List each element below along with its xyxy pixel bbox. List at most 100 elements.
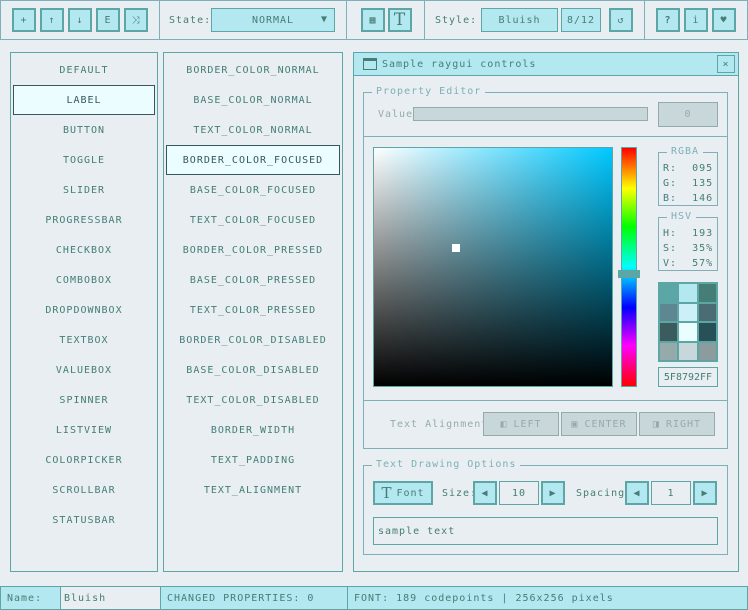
list-item[interactable]: TEXT_PADDING [210,454,296,466]
value-slider[interactable] [413,107,648,121]
text-drawing-options-group: Text Drawing Options [363,459,728,555]
list-item[interactable]: SPINNER [59,394,109,406]
hue-slider-handle[interactable] [618,270,640,278]
list-item[interactable]: TEXT_COLOR_DISABLED [186,394,320,406]
list-item[interactable]: PROGRESSBAR [45,214,123,226]
state-dropdown[interactable]: NORMAL ▼ [211,8,335,32]
list-item[interactable]: STATUSBAR [52,514,116,526]
spacing-label: Spacing: [576,487,633,499]
info-icon: i [692,14,700,26]
list-item[interactable]: VALUEBOX [55,364,113,376]
list-item[interactable]: TEXT_ALIGNMENT [203,484,303,496]
value-label: Value: [378,108,421,120]
style-index[interactable]: 8/12 [561,8,601,32]
align-right-icon: ◨ [652,418,660,430]
controls-listview[interactable]: DEFAULT LABEL BUTTON TOGGLE SLIDER PROGRESSBA… [10,52,158,572]
sample-window: Sample raygui controls × [353,52,739,572]
heart-icon: ♥ [720,14,728,26]
file-open-button[interactable]: ↑ [40,8,64,32]
list-item[interactable]: BASE_COLOR_PRESSED [189,274,317,286]
list-item[interactable]: COLORPICKER [45,454,123,466]
list-item[interactable]: LISTVIEW [55,424,113,436]
list-item[interactable]: TEXT_COLOR_PRESSED [189,304,317,316]
properties-listview[interactable]: BORDER_COLOR_NORMAL BASE_COLOR_NORMAL TEXT… [163,52,343,572]
divider [159,0,160,40]
r-value: 095 [692,163,714,174]
align-right-button[interactable]: ◨ RIGHT [639,412,715,436]
size-increase-button[interactable]: ▶ [541,481,565,505]
grid-toggle-button[interactable]: ▦ [361,8,385,32]
list-item[interactable]: BORDER_COLOR_NORMAL [186,64,320,76]
list-item[interactable]: BORDER_WIDTH [210,424,296,436]
sample-text-value: sample text [378,525,456,537]
status-changed-properties: CHANGED PROPERTIES: 0 [160,586,348,610]
spacing-value: 1 [667,487,675,499]
color-picker-panel[interactable] [373,147,613,387]
font-toggle-button[interactable]: T [388,8,412,32]
list-item[interactable]: TEXT_COLOR_NORMAL [193,124,313,136]
style-button[interactable]: Bluish [481,8,558,32]
list-item[interactable]: BORDER_COLOR_FOCUSED [166,145,340,175]
file-export-icon: E [104,14,112,26]
s-value: 35% [692,243,714,254]
style-colors-swatches [658,282,718,362]
list-item[interactable]: SCROLLBAR [52,484,116,496]
list-item[interactable]: BORDER_COLOR_DISABLED [179,334,327,346]
align-left-button[interactable]: ◧ LEFT [483,412,559,436]
color-swatch [679,342,697,360]
list-item[interactable]: LABEL [13,85,155,115]
hsv-values: H: 193 S: 35% V: 57% [663,226,713,271]
file-new-button[interactable]: + [12,8,36,32]
divider [424,0,425,40]
list-item[interactable]: SLIDER [62,184,106,196]
file-export-button[interactable]: E [96,8,120,32]
b-label: B: [663,193,678,204]
close-button[interactable]: × [717,55,735,73]
list-item[interactable]: DEFAULT [59,64,109,76]
color-swatch [698,284,716,302]
align-center-label: CENTER [584,418,627,430]
color-picker-cursor[interactable] [452,244,460,252]
value-box[interactable]: 0 [658,102,718,127]
info-button[interactable]: i [684,8,708,32]
list-item[interactable]: BASE_COLOR_NORMAL [193,94,313,106]
state-label: State: [169,14,212,26]
random-style-button[interactable]: ⤨ [124,8,148,32]
list-item[interactable]: COMBOBOX [55,274,113,286]
sample-text-input[interactable]: sample text [373,517,718,545]
reset-icon: ↺ [617,14,625,26]
sponsor-button[interactable]: ♥ [712,8,736,32]
status-font-info: FONT: 189 codepoints | 256x256 pixels [347,586,748,610]
list-item[interactable]: BORDER_COLOR_PRESSED [182,244,324,256]
style-name-input[interactable]: Bluish [60,586,161,610]
align-left-label: LEFT [513,418,542,430]
divider [644,0,645,40]
align-center-button[interactable]: ▣ CENTER [561,412,637,436]
hue-bar[interactable] [618,147,640,387]
spacing-spinner-value[interactable]: 1 [651,481,691,505]
list-item[interactable]: BUTTON [62,124,106,136]
list-item[interactable]: DROPDOWNBOX [45,304,123,316]
spacing-increase-button[interactable]: ▶ [693,481,717,505]
help-button[interactable]: ? [656,8,680,32]
font-info: FONT: 189 codepoints | 256x256 pixels [354,592,614,604]
size-decrease-button[interactable]: ◀ [473,481,497,505]
chevron-down-icon: ▼ [320,14,328,25]
list-item[interactable]: TEXT_COLOR_FOCUSED [189,214,317,226]
list-item[interactable]: BASE_COLOR_DISABLED [186,364,320,376]
reset-style-button[interactable]: ↺ [609,8,633,32]
list-item[interactable]: CHECKBOX [55,244,113,256]
font-icon: T [393,10,407,30]
hex-color-box[interactable]: 5F8792FF [658,367,718,387]
color-swatch [679,323,697,341]
spacing-decrease-button[interactable]: ◀ [625,481,649,505]
list-item[interactable]: TEXTBOX [59,334,109,346]
file-save-button[interactable]: ↓ [68,8,92,32]
list-item[interactable]: BASE_COLOR_FOCUSED [189,184,317,196]
list-item[interactable]: TOGGLE [62,154,106,166]
arrow-left-icon: ◀ [481,487,489,499]
font-button[interactable]: T Font [373,481,433,505]
color-swatch [660,303,678,321]
size-spinner-value[interactable]: 10 [499,481,539,505]
divider [346,0,347,40]
